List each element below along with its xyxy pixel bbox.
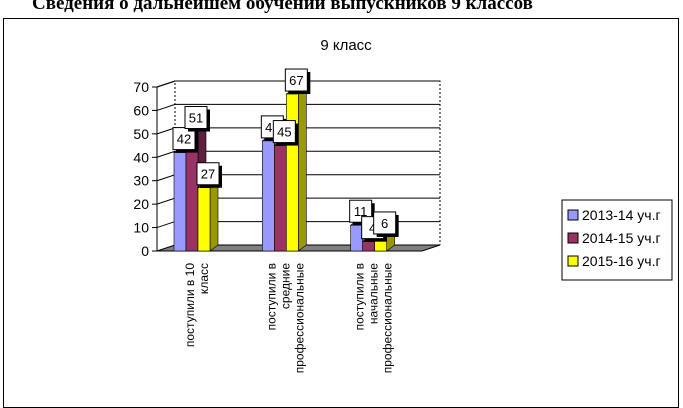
data-label: 4	[369, 221, 376, 236]
legend-label: 2013-14 уч.г	[582, 207, 661, 223]
side-wall	[156, 80, 176, 251]
data-label: 11	[354, 204, 368, 219]
y-tick-label: 10	[133, 220, 149, 236]
data-label-box	[272, 120, 296, 144]
x-tick-label: профессиональные	[292, 263, 306, 374]
data-label: 67	[289, 73, 303, 88]
y-tick-label: 20	[133, 196, 149, 212]
bar-0-0	[173, 152, 187, 252]
data-label-box	[373, 211, 397, 235]
y-tick-label: 50	[133, 126, 149, 142]
y-axis: 0 10 20 30 40 50 60 70	[133, 79, 158, 259]
legend-swatch	[567, 232, 579, 244]
bar-1-2	[286, 93, 299, 252]
bar-1-0	[262, 140, 275, 252]
bar-side	[298, 87, 307, 252]
data-label: 45	[277, 125, 291, 140]
bar-2-0	[350, 224, 363, 252]
data-label-box	[184, 106, 208, 130]
data-label-box	[196, 162, 220, 186]
x-tick-label: поступили в	[353, 263, 367, 330]
legend-swatch	[567, 209, 579, 221]
x-tick-label: поступили в 10	[183, 263, 197, 347]
data-label: 6	[381, 216, 388, 231]
gridline	[156, 103, 440, 111]
data-label: 51	[189, 111, 203, 126]
data-label: 42	[177, 132, 191, 147]
y-tick-label: 0	[141, 243, 149, 259]
legend-swatch	[567, 255, 579, 267]
x-axis: поступили в 10 класс поступили в средние про…	[183, 263, 395, 374]
page-heading: Сведения о дальнейшем обучении выпускник…	[32, 0, 533, 14]
y-tick-label: 30	[133, 173, 149, 189]
bar-0-2	[197, 187, 211, 252]
y-tick-label: 70	[133, 79, 149, 95]
x-tick-label: класс	[197, 263, 211, 294]
chart-title: 9 класс	[320, 37, 372, 54]
data-label-box	[172, 127, 196, 151]
legend-label: 2014-15 уч.г	[582, 230, 661, 246]
legend: 2013-14 уч.г 2014-15 уч.г 2015-16 уч.г	[561, 199, 673, 281]
y-tick-label: 40	[133, 149, 149, 165]
x-tick-label: начальные	[367, 263, 381, 324]
bar-1-1	[274, 145, 287, 252]
legend-box	[561, 199, 673, 281]
x-tick-label: профессиональные	[381, 263, 395, 374]
x-tick-label: средние	[278, 263, 292, 309]
data-label: 27	[201, 167, 215, 182]
data-label-box	[284, 68, 308, 92]
gridline	[156, 80, 440, 88]
x-tick-label: поступили в	[264, 263, 278, 330]
y-tick-label: 60	[133, 102, 149, 118]
gridline	[156, 150, 440, 158]
bar-side	[209, 181, 219, 252]
bar-2-1	[362, 241, 375, 252]
legend-label: 2015-16 уч.г	[582, 253, 661, 269]
